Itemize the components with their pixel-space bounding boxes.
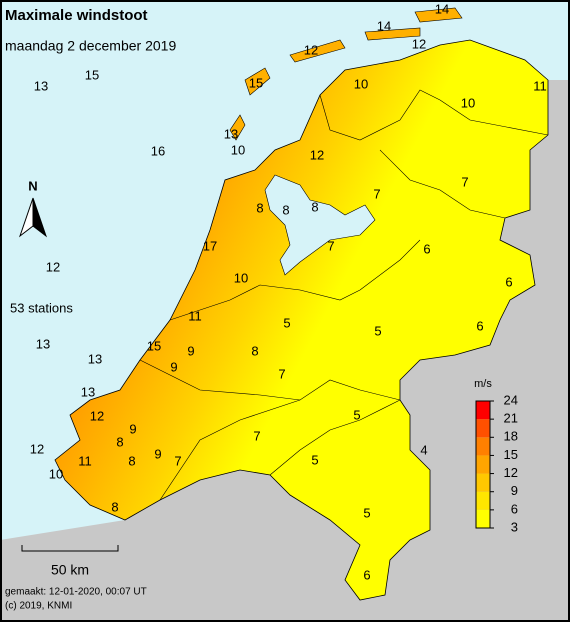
station-value: 7	[327, 238, 334, 253]
station-value: 5	[374, 323, 381, 338]
station-value: 8	[311, 199, 318, 214]
station-value: 7	[174, 453, 181, 468]
legend-band	[476, 509, 490, 528]
station-value: 5	[283, 315, 290, 330]
station-value: 17	[203, 238, 217, 253]
netherlands	[54, 39, 549, 601]
subtitle: maandag 2 december 2019	[5, 38, 176, 54]
station-value: 12	[30, 441, 44, 456]
title: Maximale windstoot	[5, 7, 148, 24]
station-count: 53 stations	[10, 300, 73, 315]
station-value: 6	[423, 241, 430, 256]
station-value: 10	[231, 142, 245, 157]
legend-band	[476, 401, 490, 420]
station-value: 4	[420, 442, 427, 457]
station-value: 9	[187, 343, 194, 358]
station-value: 5	[363, 505, 370, 520]
station-value: 15	[85, 67, 99, 82]
legend-unit: m/s	[474, 378, 492, 390]
station-value: 9	[154, 446, 161, 461]
station-value: 10	[461, 95, 475, 110]
footer-made: gemaakt: 12-01-2020, 00:07 UT	[5, 587, 147, 598]
legend-band	[476, 455, 490, 474]
legend-tick-label: 12	[504, 465, 518, 480]
legend-border	[475, 400, 491, 529]
station-value: 12	[46, 259, 60, 274]
station-value: 11	[533, 78, 547, 93]
scale-label: 50 km	[51, 562, 89, 578]
station-value: 12	[90, 408, 104, 423]
station-value: 8	[111, 499, 118, 514]
ijsselmeer	[264, 174, 376, 276]
station-value: 13	[36, 336, 50, 351]
station-value: 12	[310, 147, 324, 162]
station-value: 8	[282, 202, 289, 217]
legend-tick-label: 6	[511, 501, 518, 516]
station-value: 12	[304, 42, 318, 57]
station-value: 14	[377, 18, 391, 33]
station-value: 9	[129, 421, 136, 436]
station-value: 8	[256, 200, 263, 215]
station-value: 5	[311, 452, 318, 467]
legend-tick-label: 21	[504, 411, 518, 426]
station-value: 16	[151, 143, 165, 158]
station-value: 12	[412, 36, 426, 51]
station-value: 15	[147, 338, 161, 353]
station-value: 13	[34, 78, 48, 93]
station-value: 6	[476, 318, 483, 333]
north-arrow-right	[32, 197, 48, 238]
sea	[0, 0, 570, 540]
wadden-islands	[229, 7, 463, 141]
station-value: 6	[363, 567, 370, 582]
legend-band	[476, 473, 490, 492]
station-value: 7	[253, 428, 260, 443]
station-value: 11	[78, 453, 92, 468]
station-value: 13	[81, 384, 95, 399]
footer-copyright: (c) 2019, KNMI	[5, 601, 72, 612]
station-value: 13	[88, 351, 102, 366]
station-value: 11	[188, 308, 202, 323]
station-value: 7	[373, 186, 380, 201]
station-value: 8	[116, 434, 123, 449]
legend: 3 6 9 12 15 18 21 24	[475, 392, 518, 534]
legend-tick-label: 3	[511, 519, 518, 534]
station-value: 7	[461, 174, 468, 189]
station-value: 9	[170, 359, 177, 374]
legend-tick-label: 18	[504, 429, 518, 444]
station-value: 10	[49, 466, 63, 481]
legend-tick-label: 9	[511, 483, 518, 498]
station-value: 8	[128, 453, 135, 468]
legend-tick-label: 15	[504, 447, 518, 462]
station-value: 7	[278, 366, 285, 381]
station-value: 15	[249, 75, 263, 90]
station-value: 10	[354, 76, 368, 91]
station-value: 8	[251, 343, 258, 358]
legend-band	[476, 419, 490, 438]
station-value: 5	[353, 407, 360, 422]
legend-tick-label: 24	[504, 392, 518, 407]
station-value: 6	[505, 274, 512, 289]
scale-bar	[21, 545, 119, 552]
legend-band	[476, 437, 490, 456]
north-label: N	[28, 178, 37, 193]
province-borders	[139, 89, 549, 501]
station-value: 10	[234, 270, 248, 285]
legend-band	[476, 491, 490, 510]
station-value: 13	[224, 126, 238, 141]
station-value: 14	[435, 1, 449, 16]
